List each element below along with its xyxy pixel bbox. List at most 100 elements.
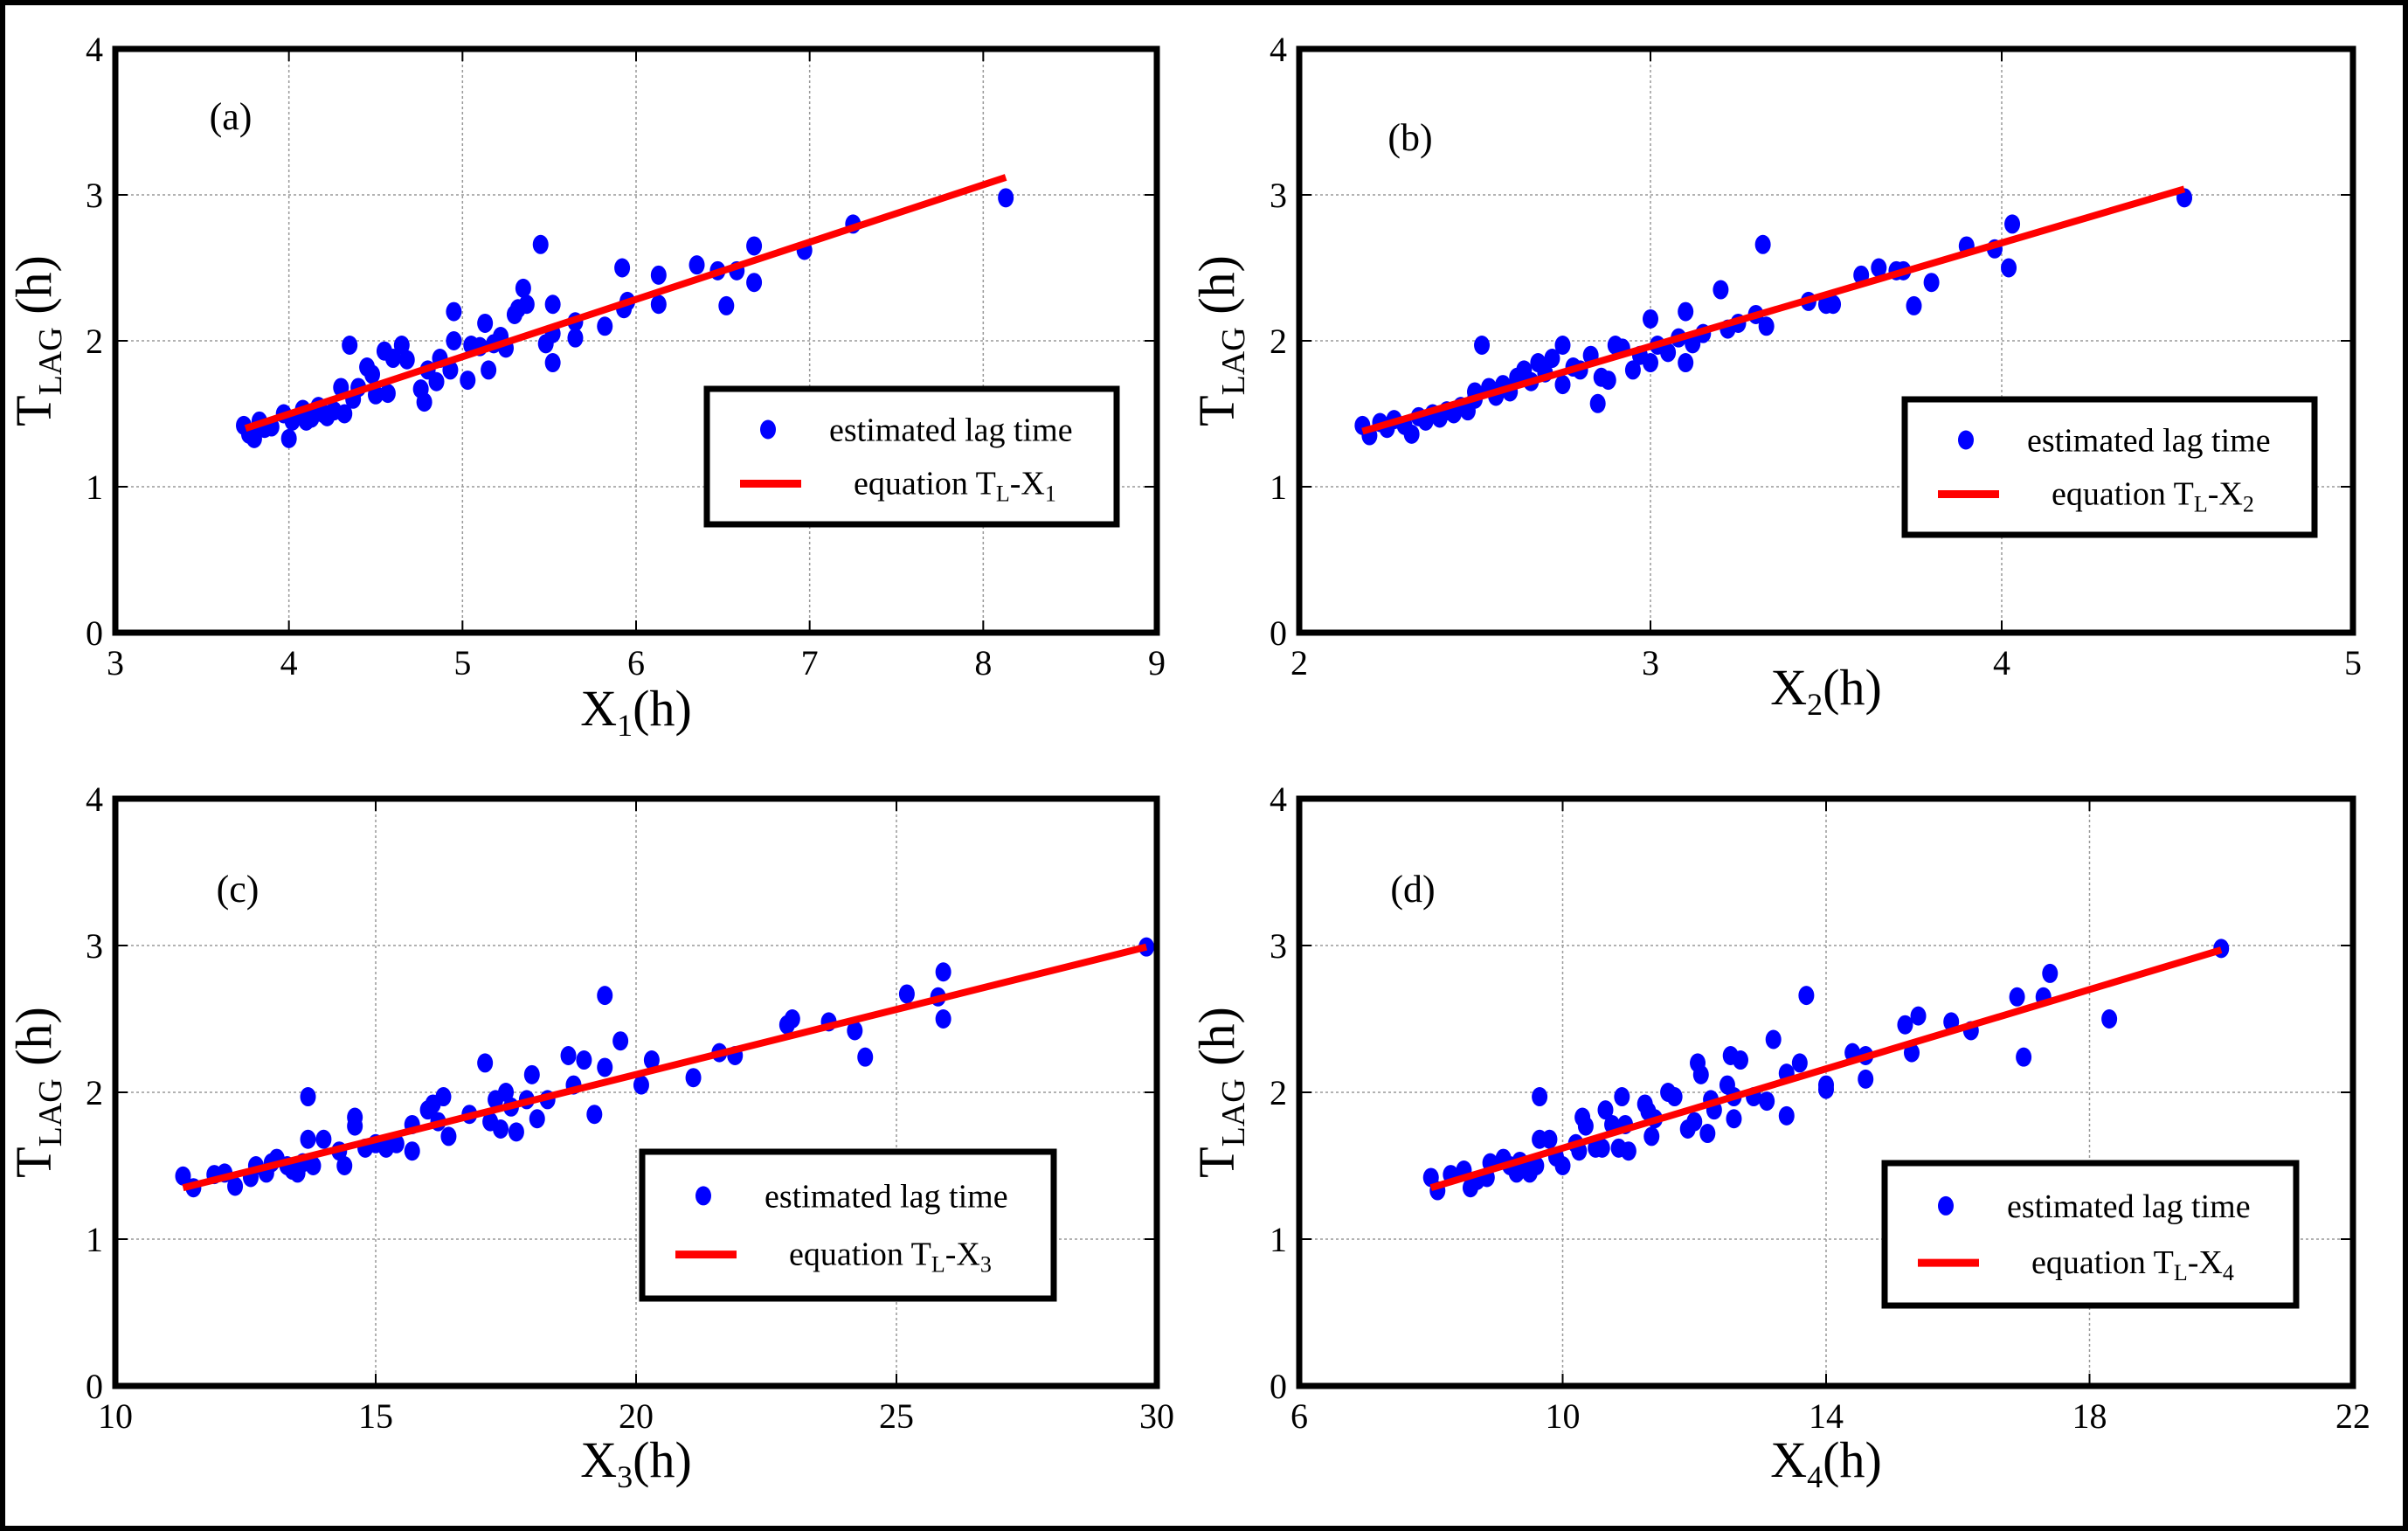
x-tick-label: 6 <box>627 643 645 682</box>
data-point <box>567 328 584 348</box>
data-point <box>1897 1015 1913 1035</box>
legend-marker-points <box>1958 430 1974 450</box>
y-label-subscript: LAG <box>1215 1078 1252 1147</box>
data-point <box>1541 1129 1558 1149</box>
data-point <box>1678 301 1694 322</box>
data-point <box>446 301 462 322</box>
y-label-subscript: LAG <box>32 1078 69 1147</box>
legend-label-points: estimated lag time <box>2007 1188 2251 1225</box>
axes-frame <box>1296 45 2356 636</box>
data-point <box>1758 316 1775 336</box>
x-label-rest: (h) <box>633 680 692 737</box>
data-point <box>515 278 531 298</box>
y-label-subscript: LAG <box>32 327 69 395</box>
data-point <box>935 1009 951 1029</box>
x-tick-label: 10 <box>1546 1396 1581 1436</box>
y-axis-label: TLAG (h) <box>5 255 69 426</box>
data-point <box>2042 963 2059 983</box>
legend-box <box>1881 1160 2300 1309</box>
data-point <box>998 188 1014 208</box>
data-point <box>614 258 631 278</box>
data-point <box>633 1075 649 1095</box>
data-point <box>688 255 705 275</box>
data-point <box>1643 1126 1660 1147</box>
x-tick-label: 3 <box>107 643 124 682</box>
data-point <box>518 294 535 315</box>
data-point <box>746 236 763 256</box>
legend-eq-sub: 1 <box>1045 481 1056 507</box>
legend-eq-text: equation T <box>854 466 996 502</box>
data-point <box>1532 1087 1548 1107</box>
data-point <box>2101 1009 2118 1029</box>
x-tick-label: 15 <box>358 1396 393 1436</box>
y-label-rest: (h) <box>1188 255 1245 327</box>
data-point <box>305 1156 322 1175</box>
data-point <box>898 984 915 1004</box>
legend-eq-mid: -X <box>2208 476 2243 513</box>
data-point <box>1871 258 1887 278</box>
legend-box <box>1901 396 2318 538</box>
legend: estimated lag time equation TL-X1 <box>703 385 1120 528</box>
data-point <box>1544 349 1560 369</box>
data-point <box>685 1068 702 1088</box>
legend-label-points: estimated lag time <box>829 412 1073 449</box>
data-point <box>1923 273 1940 293</box>
data-point <box>435 1087 452 1107</box>
data-point <box>1620 1141 1636 1161</box>
data-point <box>384 349 401 369</box>
y-label-base: T <box>5 395 62 426</box>
data-point <box>612 1031 629 1051</box>
y-tick-label: 2 <box>1270 322 1287 361</box>
x-label-base: X <box>1770 1431 1807 1488</box>
x-label-rest: (h) <box>1823 659 1882 716</box>
data-point <box>1818 1075 1834 1095</box>
x-tick-label: 4 <box>280 643 298 682</box>
x-tick-label: 14 <box>1809 1396 1844 1436</box>
legend-marker-points <box>1938 1195 1954 1216</box>
y-label-rest: (h) <box>5 1007 62 1078</box>
data-point <box>1403 424 1420 444</box>
data-point <box>1685 334 1701 354</box>
data-point <box>523 1064 540 1084</box>
legend-label-points: estimated lag time <box>2027 423 2271 460</box>
data-point <box>1692 1064 1709 1084</box>
x-label-rest: (h) <box>1823 1431 1882 1488</box>
data-point <box>446 331 462 350</box>
data-point <box>2009 987 2025 1007</box>
x-axis-label: X1(h) <box>580 680 692 743</box>
y-tick-label: 3 <box>86 926 103 966</box>
data-point <box>347 1116 363 1136</box>
y-tick-label: 0 <box>1270 613 1287 653</box>
data-point <box>1791 1053 1808 1073</box>
data-point <box>1726 1109 1742 1129</box>
legend-label-line: equation TL-X1 <box>854 466 1056 507</box>
data-point <box>1798 986 1815 1006</box>
axes-frame <box>112 795 1160 1389</box>
data-point <box>460 371 476 391</box>
data-point <box>847 1021 863 1041</box>
legend-eq-text: equation T <box>2052 476 2194 513</box>
legend-eq-sub: 4 <box>2223 1260 2234 1285</box>
data-point <box>1906 295 1922 315</box>
data-point <box>2016 1047 2032 1067</box>
x-tick-label: 30 <box>1139 1396 1174 1436</box>
data-point <box>544 294 561 315</box>
data-point <box>477 313 494 333</box>
y-tick-label: 0 <box>1270 1367 1287 1406</box>
data-point <box>227 1176 244 1196</box>
x-tick-label: 8 <box>974 643 992 682</box>
data-point <box>498 1083 514 1102</box>
x-tick-label: 3 <box>1642 643 1659 682</box>
legend-label-line: equation TL-X2 <box>2052 476 2254 517</box>
data-point <box>1614 1087 1630 1107</box>
data-point <box>1528 1156 1545 1175</box>
y-tick-label: 3 <box>1270 176 1287 215</box>
data-point <box>300 1129 316 1149</box>
legend-eq-mid: -X <box>2188 1244 2223 1281</box>
data-point <box>508 1122 524 1142</box>
legend-eq-text: equation T <box>2031 1244 2174 1281</box>
data-point <box>404 1141 420 1161</box>
